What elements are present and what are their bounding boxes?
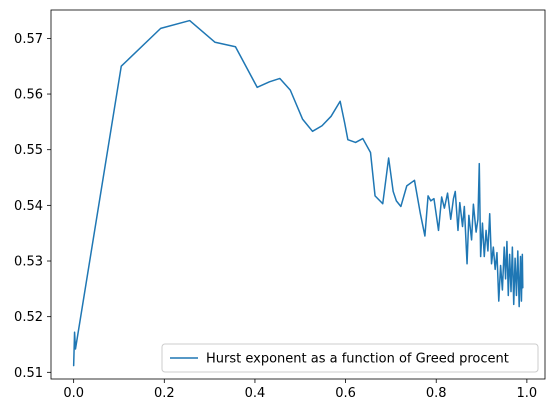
x-tick-label: 0.6	[335, 386, 356, 401]
y-tick-label: 0.54	[14, 199, 43, 214]
legend-label: Hurst exponent as a function of Greed pr…	[206, 352, 509, 367]
x-tick-label: 0.8	[426, 386, 447, 401]
series-line	[72, 19, 524, 367]
legend-box	[161, 343, 539, 373]
y-tick-label: 0.53	[14, 255, 43, 270]
y-tick-label: 0.55	[14, 143, 43, 158]
x-axis: 0.0 0.2 0.4 0.6 0.8 1.0	[63, 379, 537, 401]
y-tick-label: 0.51	[14, 366, 43, 381]
axes-frame	[50, 9, 546, 380]
y-axis: 0.51 0.52 0.53 0.54 0.55 0.56 0.57	[14, 32, 51, 381]
series-layer	[72, 19, 524, 367]
y-tick-label: 0.57	[14, 32, 43, 47]
legend: Hurst exponent as a function of Greed pr…	[161, 343, 539, 373]
y-tick-label: 0.56	[14, 88, 43, 103]
x-tick-label: 0.4	[245, 386, 266, 401]
x-tick-label: 0.0	[63, 386, 84, 401]
y-tick-label: 0.52	[14, 310, 43, 325]
x-tick-label: 0.2	[154, 386, 175, 401]
x-tick-label: 1.0	[517, 386, 538, 401]
